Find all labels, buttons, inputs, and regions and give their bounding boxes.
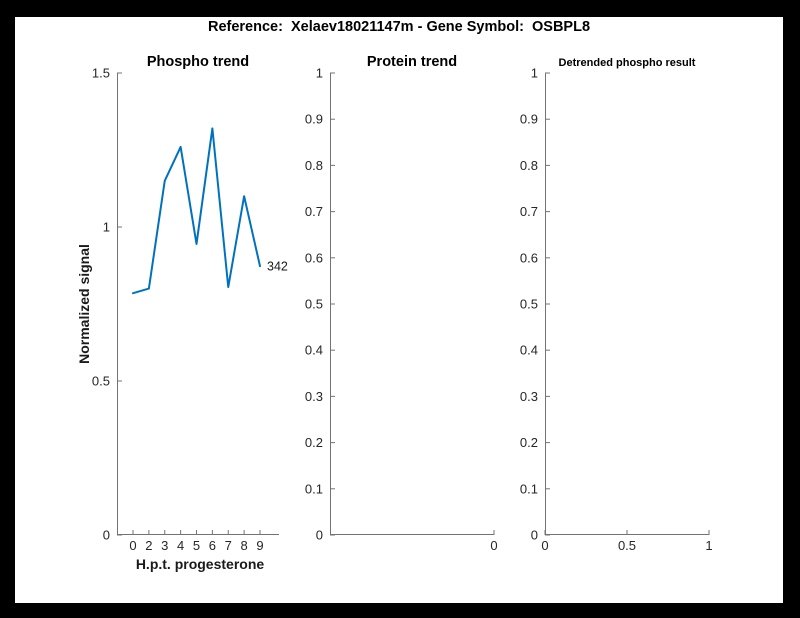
phospho-trend-x-tick-label: 6 <box>209 538 216 553</box>
protein-trend-y-tick-label: 0.4 <box>305 343 323 358</box>
phospho-trend-y-tick-label: 0 <box>103 528 110 543</box>
detrended-phospho-x-tick-label: 0.5 <box>618 538 636 553</box>
protein-trend-y-tick-label: 1 <box>316 66 323 81</box>
phospho-trend-x-tick-label: 2 <box>145 538 152 553</box>
phospho-trend-y-tick-label: 1.5 <box>92 66 110 81</box>
detrended-phospho-axes: 0 0.1 0.2 0.3 0.4 0.5 0.6 0.7 0.8 0.9 1 0 0.5 1 <box>520 66 713 554</box>
protein-trend-y-tick-label: 0.5 <box>305 297 323 312</box>
phospho-trend-x-tick-label: 4 <box>177 538 184 553</box>
detrended-phospho-y-tick-label: 0.1 <box>520 481 538 496</box>
phospho-trend-x-tick-label: 0 <box>129 538 136 553</box>
detrended-phospho-x-tick-label: 0 <box>541 538 548 553</box>
detrended-phospho-y-tick-label: 0.3 <box>520 389 538 404</box>
protein-trend-y-tick-label: 0.6 <box>305 250 323 265</box>
phospho-trend-end-label: 342 <box>267 260 288 274</box>
phospho-trend-y-tick-label: 1 <box>103 220 110 235</box>
protein-trend-y-tick-label: 0.8 <box>305 158 323 173</box>
detrended-phospho-y-tick-label: 1 <box>531 66 538 81</box>
phospho-trend-x-tick-label: 3 <box>161 538 168 553</box>
detrended-phospho-y-tick-label: 0.6 <box>520 250 538 265</box>
protein-trend-y-tick-label: 0.2 <box>305 435 323 450</box>
detrended-phospho-spines <box>545 73 709 535</box>
protein-trend-x-tick-label: 0 <box>490 538 497 553</box>
protein-trend-axes: 0 0.1 0.2 0.3 0.4 0.5 0.6 0.7 0.8 0.9 1 0 <box>305 66 498 554</box>
matlab-figure-canvas: Reference: Xelaev18021147m - Gene Symbol… <box>15 17 783 603</box>
protein-trend-y-tick-label: 0.3 <box>305 389 323 404</box>
phospho-trend-y-tick-label: 0.5 <box>92 374 110 389</box>
phospho-trend-line <box>132 127 261 295</box>
protein-trend-title: Protein trend <box>366 54 458 70</box>
detrended-phospho-y-tick-label: 0.5 <box>520 297 538 312</box>
protein-trend-y-tick-label: 0.7 <box>305 204 323 219</box>
protein-trend-spines <box>330 73 494 535</box>
phospho-trend-x-tick-label: 5 <box>193 538 200 553</box>
protein-trend-y-tick-label: 0.1 <box>305 481 323 496</box>
detrended-phospho-x-tick-label: 1 <box>705 538 712 553</box>
figure-title: Reference: Xelaev18021147m - Gene Symbol… <box>207 19 591 35</box>
detrended-phospho-y-tick-label: 0 <box>531 528 538 543</box>
detrended-phospho-y-tick-label: 0.4 <box>520 343 538 358</box>
detrended-phospho-y-tick-label: 0.8 <box>520 158 538 173</box>
phospho-x-axis-label: H.p.t. progesterone <box>135 556 265 572</box>
detrended-phospho-y-tick-label: 0.2 <box>520 435 538 450</box>
detrended-phospho-title: Detrended phospho result <box>558 57 696 69</box>
phospho-trend-x-tick-label: 7 <box>225 538 232 553</box>
protein-trend-y-tick-label: 0 <box>316 528 323 543</box>
phospho-trend-x-tick-label: 8 <box>241 538 248 553</box>
detrended-phospho-y-tick-label: 0.7 <box>520 204 538 219</box>
phospho-trend-spines <box>117 73 279 535</box>
protein-trend-y-tick-label: 0.9 <box>305 112 323 127</box>
detrended-phospho-y-tick-label: 0.9 <box>520 112 538 127</box>
phospho-trend-x-tick-label: 9 <box>256 538 263 553</box>
phospho-trend-title: Phospho trend <box>146 54 250 70</box>
plot-canvas: 00.511.50 2 3 4 5 6 7 8 934200.10.20.30.40.50.60… <box>92 66 713 554</box>
